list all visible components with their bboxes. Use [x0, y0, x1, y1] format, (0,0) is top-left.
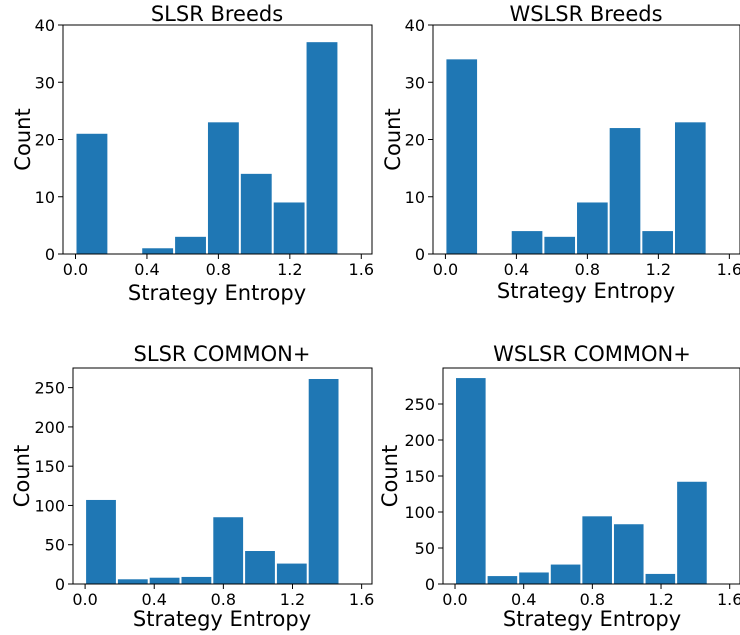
- x-tick-label: 1.6: [349, 260, 374, 279]
- y-tick-label: 30: [35, 73, 55, 92]
- y-tick-label: 40: [405, 16, 425, 35]
- histogram-bar: [273, 202, 305, 254]
- y-tick-label: 200: [404, 431, 435, 450]
- x-tick-label: 0.8: [580, 590, 605, 609]
- x-axis-label: Strategy Entropy: [503, 607, 681, 631]
- x-tick-label: 1.2: [646, 260, 671, 279]
- x-tick-label: 0.4: [134, 260, 159, 279]
- histogram-bar: [76, 133, 108, 254]
- x-tick-label: 1.6: [717, 260, 740, 279]
- x-tick-label: 0.0: [433, 260, 458, 279]
- histogram-bar: [142, 248, 174, 254]
- x-axis-label: Strategy Entropy: [497, 279, 675, 303]
- y-tick-label: 30: [405, 73, 425, 92]
- panel-wslsr-breeds: WSLSR Breeds Strategy Entropy Count 0.0 0…: [381, 2, 740, 303]
- panel-slsr-breeds: SLSR Breeds Strategy Entropy Count 0.0 0.…: [11, 2, 374, 305]
- histogram-bar: [613, 524, 644, 584]
- panel-slsr-common-plus: SLSR COMMON+ Strategy Entropy Count 0.0 0…: [10, 342, 374, 631]
- histogram-bar: [456, 378, 486, 584]
- x-tick-label: 1.2: [648, 590, 673, 609]
- x-tick-label: 1.6: [349, 590, 374, 609]
- x-tick-label: 0.0: [442, 590, 467, 609]
- histogram-bar: [519, 572, 549, 584]
- y-tick-label: 250: [34, 379, 65, 398]
- y-tick-label: 20: [405, 131, 425, 150]
- x-tick-label: 0.8: [575, 260, 600, 279]
- y-tick-label: 0: [55, 575, 65, 594]
- y-tick-label: 250: [404, 395, 435, 414]
- histogram-bar: [674, 122, 706, 254]
- y-tick-label: 0: [45, 245, 55, 264]
- y-axis-label: Count: [381, 108, 405, 170]
- y-tick-label: 10: [35, 188, 55, 207]
- histogram-bar: [550, 564, 581, 584]
- y-tick-label: 100: [404, 503, 435, 522]
- histogram-bar: [306, 42, 338, 254]
- histogram-bar: [645, 573, 676, 584]
- y-tick-label: 150: [34, 457, 65, 476]
- histogram-bar: [308, 378, 339, 584]
- x-tick-label: 0.8: [206, 260, 231, 279]
- x-tick-label: 0.4: [511, 590, 536, 609]
- y-axis-label: Count: [378, 445, 402, 507]
- plot-frame: [72, 367, 373, 585]
- panel-title: WSLSR Breeds: [509, 2, 662, 26]
- x-tick-label: 1.6: [717, 590, 740, 609]
- y-tick-label: 20: [35, 131, 55, 150]
- histogram-bar: [117, 579, 148, 584]
- histogram-bar: [677, 481, 707, 584]
- panel-wslsr-common-plus: WSLSR COMMON+ Strategy Entropy Count 0.0…: [378, 342, 740, 631]
- x-axis-label: Strategy Entropy: [133, 607, 311, 631]
- histogram-bar: [544, 236, 576, 254]
- histogram-bar: [487, 576, 518, 584]
- x-tick-label: 1.2: [280, 590, 305, 609]
- histogram-bar: [609, 128, 641, 254]
- panel-title: SLSR COMMON+: [134, 342, 311, 366]
- y-tick-label: 0: [415, 245, 425, 264]
- x-tick-label: 1.2: [277, 260, 302, 279]
- y-axis-label: Count: [10, 445, 34, 507]
- histogram-bar: [181, 576, 212, 584]
- histogram-bar: [175, 236, 206, 254]
- histogram-bar: [577, 202, 608, 254]
- histogram-bar: [207, 122, 239, 254]
- histogram-bar: [149, 577, 180, 584]
- histogram-bar: [642, 231, 673, 254]
- x-tick-label: 0.4: [142, 590, 167, 609]
- y-axis-label: Count: [11, 108, 35, 170]
- y-tick-label: 0: [425, 575, 435, 594]
- histogram-bar: [86, 499, 116, 584]
- x-axis-label: Strategy Entropy: [128, 281, 306, 305]
- histogram-bar: [213, 517, 244, 584]
- histogram-bar: [582, 516, 612, 584]
- y-tick-label: 150: [404, 467, 435, 486]
- y-tick-label: 50: [45, 536, 65, 555]
- histogram-bar: [511, 231, 543, 254]
- y-tick-label: 100: [34, 496, 65, 515]
- histogram-bar: [240, 173, 272, 254]
- y-tick-label: 200: [34, 418, 65, 437]
- x-tick-label: 0.8: [211, 590, 236, 609]
- x-tick-label: 0.4: [504, 260, 529, 279]
- panel-title: SLSR Breeds: [151, 2, 283, 26]
- x-tick-label: 0.0: [72, 590, 97, 609]
- y-tick-label: 40: [35, 16, 55, 35]
- y-tick-label: 50: [415, 539, 435, 558]
- y-tick-label: 10: [405, 188, 425, 207]
- histogram-bar: [276, 563, 307, 584]
- histogram-bar: [446, 59, 478, 254]
- x-tick-label: 0.0: [63, 260, 88, 279]
- panel-title: WSLSR COMMON+: [493, 342, 691, 366]
- histogram-bar: [245, 551, 275, 584]
